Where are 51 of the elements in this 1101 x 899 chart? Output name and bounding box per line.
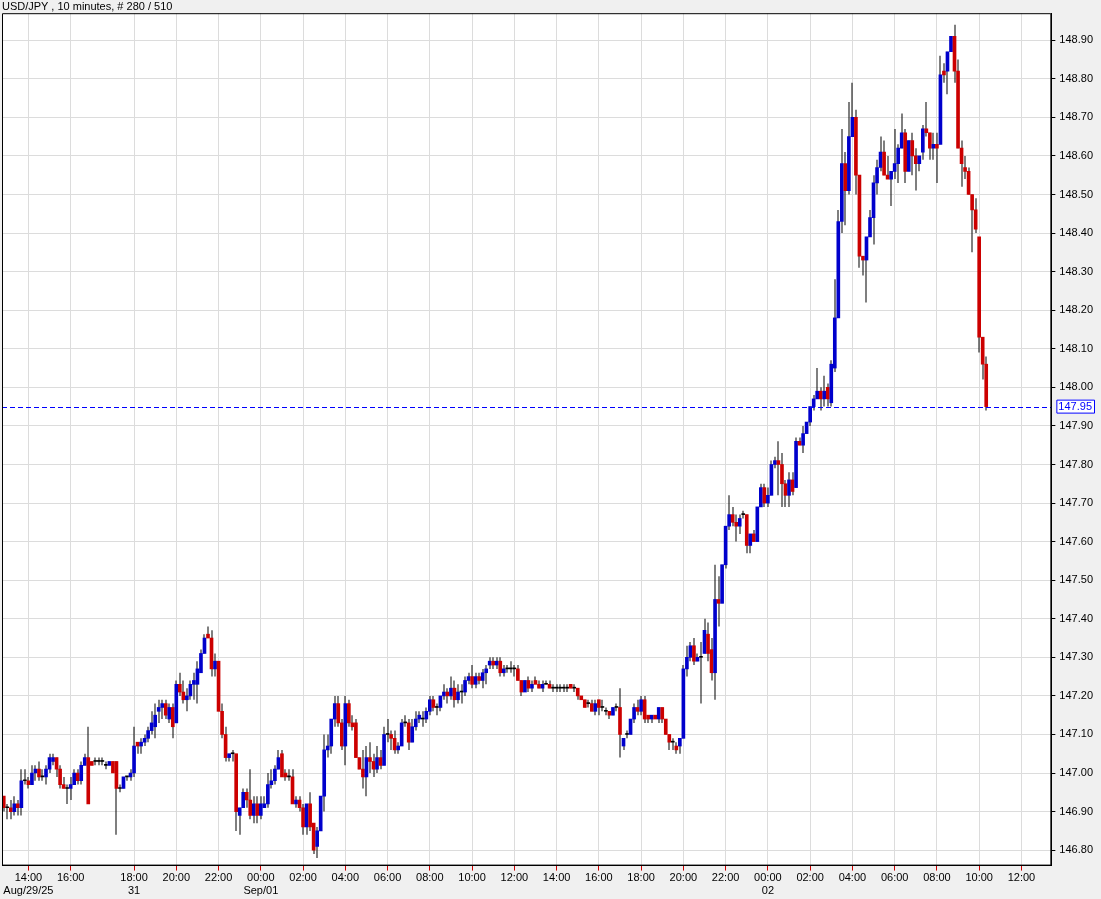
x-tick-label: 08:00 xyxy=(923,871,951,884)
y-tick-label: 147.30 xyxy=(1059,650,1094,663)
y-tick-label: 147.70 xyxy=(1059,496,1094,509)
y-tick-label: 146.90 xyxy=(1059,804,1094,817)
y-tick-label: 148.70 xyxy=(1059,110,1094,123)
x-tick-label: 02:00 xyxy=(796,871,824,884)
x-tick-label: 10:00 xyxy=(458,871,486,884)
y-tick-label: 147.10 xyxy=(1059,727,1094,740)
x-tick-label: 02:00 xyxy=(289,871,317,884)
y-tick-label: 147.80 xyxy=(1059,457,1094,470)
chart-title: USD/JPY , 10 minutes, # 280 / 510 xyxy=(2,0,173,12)
x-tick-label: 00:00 02 xyxy=(754,871,782,897)
x-tick-label: 08:00 xyxy=(416,871,444,884)
x-tick-label: 12:00 xyxy=(500,871,529,884)
ref-line-label: 147.95 xyxy=(1058,400,1093,413)
candlestick xyxy=(935,132,939,183)
y-tick-label: 147.60 xyxy=(1059,534,1094,547)
y-tick-label: 148.00 xyxy=(1059,380,1094,393)
x-tick-label: 04:00 xyxy=(838,871,867,884)
y-tick-label: 147.00 xyxy=(1059,766,1094,779)
x-tick-label: 20:00 xyxy=(162,871,191,884)
x-tick-label: 14:00 Aug/29/25 xyxy=(3,871,54,897)
x-tick-label: 06:00 xyxy=(880,871,909,884)
candlestick xyxy=(699,641,703,704)
y-tick-label: 148.50 xyxy=(1059,187,1094,200)
y-tick-label: 148.60 xyxy=(1059,148,1094,161)
y-tick-label: 148.40 xyxy=(1059,226,1094,239)
y-tick-label: 146.80 xyxy=(1059,843,1094,856)
y-tick-label: 148.20 xyxy=(1059,303,1094,316)
x-tick-label: 22:00 xyxy=(711,871,740,884)
x-tick-label: 00:00 Sep/01 xyxy=(243,871,279,897)
candlestick xyxy=(385,719,390,743)
y-tick-label: 148.80 xyxy=(1059,71,1094,84)
x-tick-label: 04:00 xyxy=(331,871,360,884)
y-tick-label: 148.30 xyxy=(1059,264,1094,277)
y-tick-label: 148.90 xyxy=(1059,33,1094,46)
y-tick-label: 147.20 xyxy=(1059,688,1094,701)
x-tick-label: 10:00 xyxy=(965,871,993,884)
y-tick-label: 148.10 xyxy=(1059,341,1094,354)
y-tick-label: 147.50 xyxy=(1059,573,1094,586)
x-tick-label: 06:00 xyxy=(373,871,402,884)
x-tick-label: 22:00 xyxy=(204,871,233,884)
x-tick-label: 12:00 xyxy=(1007,871,1036,884)
x-tick-label: 20:00 xyxy=(669,871,698,884)
x-tick-label: 16:00 xyxy=(56,871,85,884)
y-tick-label: 147.40 xyxy=(1059,611,1094,624)
x-tick-label: 18:00 xyxy=(627,871,655,884)
y-tick-label: 147.90 xyxy=(1059,418,1094,431)
x-tick-label: 18:00 31 xyxy=(120,871,148,897)
x-tick-label: 14:00 xyxy=(542,871,571,884)
x-tick-label: 16:00 xyxy=(585,871,613,884)
